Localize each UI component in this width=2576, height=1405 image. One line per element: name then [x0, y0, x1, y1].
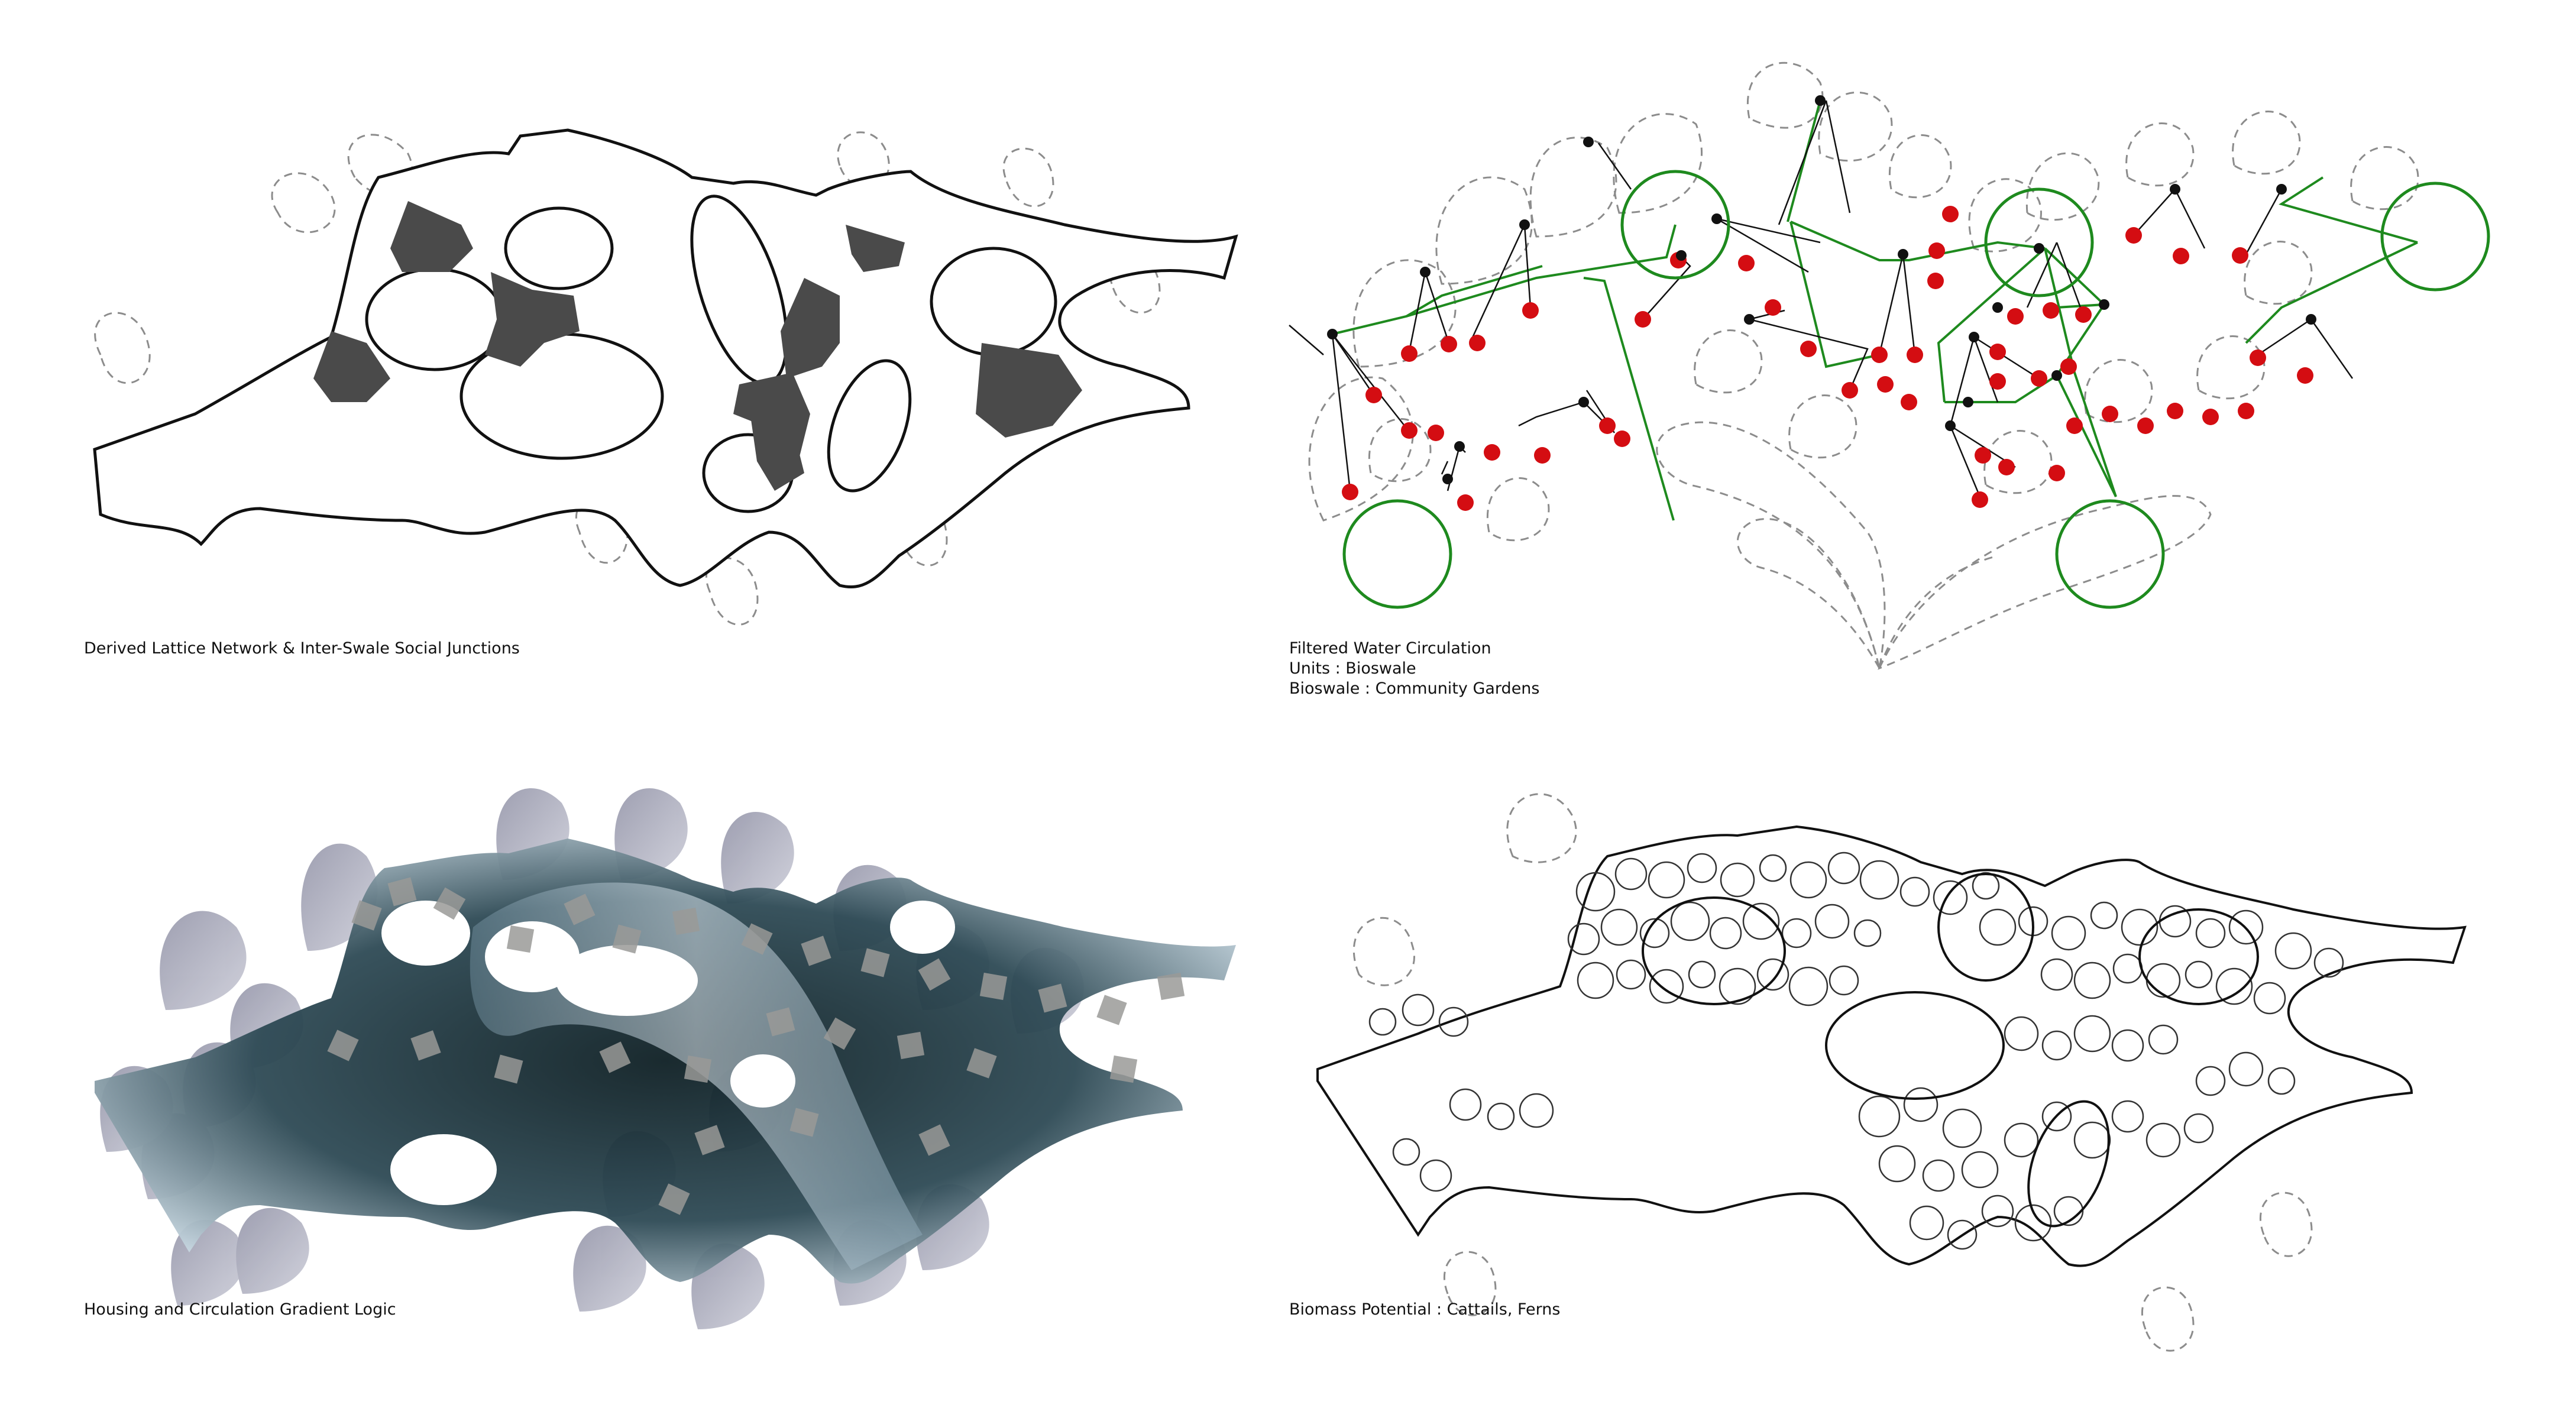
- biomass-diagram: [1316, 793, 2467, 1352]
- water-caption-title: Filtered Water Circulation: [1289, 639, 1491, 658]
- bioswale-unit: [1342, 499, 1452, 609]
- bioswale-unit: [1984, 187, 2094, 297]
- housing-caption: Housing and Circulation Gradient Logic: [84, 1300, 396, 1319]
- lattice-panel: Derived Lattice Network & Inter-Swale So…: [0, 0, 1288, 702]
- bioswale-unit: [2380, 182, 2490, 292]
- biomass-dashed-petals: [1352, 793, 2313, 1352]
- water-caption-units: Units : Bioswale: [1289, 659, 1416, 678]
- water-community-gardens: [1342, 206, 2313, 511]
- lattice-social-junctions: [313, 201, 1082, 491]
- water-junction-nodes: [1327, 95, 2316, 484]
- biomass-caption: Biomass Potential : Cattails, Ferns: [1289, 1300, 1561, 1319]
- bioswale-unit: [1620, 170, 1730, 280]
- biomass-panel: Biomass Potential : Cattails, Ferns: [1288, 702, 2576, 1405]
- water-dashed-petals: [1308, 61, 2419, 670]
- lattice-caption: Derived Lattice Network & Inter-Swale So…: [84, 639, 520, 658]
- water-diagram: [1289, 61, 2490, 670]
- biomass-outline: [1316, 825, 2467, 1267]
- lattice-diagram: [93, 128, 1238, 626]
- lattice-outline: [93, 128, 1238, 589]
- water-caption: Filtered Water Circulation Units : Biosw…: [1289, 639, 1539, 699]
- biomass-zones: [1642, 873, 2259, 1228]
- housing-diagram: [95, 788, 1236, 1329]
- bioswale-unit: [2055, 499, 2165, 609]
- biomass-cattail-clusters: [1368, 852, 2344, 1250]
- lattice-voids: [365, 195, 1057, 513]
- housing-units: [327, 877, 1185, 1215]
- housing-dark-network: [95, 839, 1236, 1284]
- water-bioswale-units: [1342, 170, 2490, 609]
- water-panel: Filtered Water Circulation Units : Biosw…: [1288, 0, 2576, 702]
- water-caption-bioswale: Bioswale : Community Gardens: [1289, 679, 1540, 698]
- housing-panel: Housing and Circulation Gradient Logic: [0, 702, 1288, 1405]
